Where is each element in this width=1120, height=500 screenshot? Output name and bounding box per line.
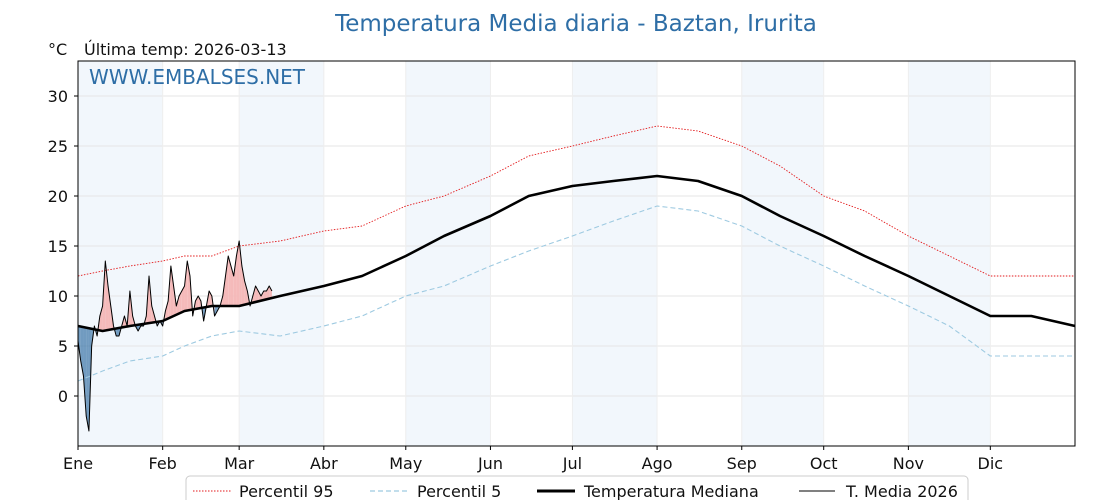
- month-shade-mar: [239, 61, 324, 446]
- anomaly-above-39: [181, 286, 185, 313]
- anomaly-below-4: [86, 327, 89, 431]
- anomaly-above-11: [105, 261, 109, 331]
- month-shading: [78, 61, 991, 446]
- legend-label-p5: Percentil 5: [417, 482, 501, 500]
- anomaly-above-45: [198, 296, 201, 309]
- x-tick-label-may: May: [389, 454, 422, 473]
- anomaly-above-40: [184, 261, 188, 311]
- x-axis: Ene Feb Mar Abr May Jun Jul Ago Sep Oct Nov Dic: [63, 446, 1003, 473]
- month-shade-sep: [741, 61, 824, 446]
- anomaly-above-55: [225, 256, 229, 306]
- anomaly-above-9: [99, 306, 103, 331]
- last-temp-label: Última temp: 2026-03-13: [84, 40, 287, 59]
- y-tick-label-20: 20: [48, 187, 68, 206]
- y-tick-label-25: 25: [48, 137, 68, 156]
- anomaly-above-37: [176, 296, 180, 315]
- anomaly-above-56: [228, 256, 231, 306]
- y-tick-label-15: 15: [48, 237, 68, 256]
- legend-label-median: Temperatura Mediana: [583, 482, 759, 500]
- anomaly-above-61: [241, 266, 245, 306]
- x-tick-label-jul: Jul: [562, 454, 582, 473]
- unit-label: °C: [48, 40, 67, 59]
- y-tick-label-10: 10: [48, 287, 68, 306]
- series-p5-line: [77, 205, 1075, 382]
- anomaly-above-62: [244, 281, 248, 305]
- month-shade-ene: [78, 61, 163, 446]
- series-p95-line: [77, 125, 1075, 277]
- anomaly-above-59: [236, 241, 240, 306]
- legend-box: [185, 475, 969, 500]
- y-tick-label-0: 0: [58, 387, 68, 406]
- watermark: WWW.EMBALSES.NET: [89, 65, 306, 89]
- anomaly-above-57: [230, 266, 234, 306]
- anomaly-below-1: [78, 326, 81, 361]
- x-tick-label-feb: Feb: [149, 454, 177, 473]
- month-shade-jul: [572, 61, 658, 446]
- legend-label-p95: Percentil 95: [239, 482, 334, 500]
- month-shade-may: [405, 61, 491, 446]
- anomaly-above-35: [170, 266, 174, 318]
- anomaly-above-58: [233, 256, 237, 306]
- legend: Percentil 95 Percentil 5 Temperatura Med…: [185, 475, 969, 500]
- anomaly-below-51: [214, 306, 218, 316]
- anomaly-above-67: [258, 291, 262, 302]
- chart-title: Temperatura Media diaria - Baztan, Iruri…: [334, 11, 817, 37]
- anomaly-above-38: [179, 291, 182, 314]
- series-current-line: [77, 240, 273, 432]
- y-axis: 0 5 10 15 20 25 30: [48, 87, 78, 406]
- anomaly-above-33: [165, 301, 169, 320]
- anomaly-below-15: [116, 328, 119, 336]
- anomaly-above-68: [261, 291, 264, 301]
- plot-frame: [77, 60, 1076, 447]
- anomaly-above-71: [269, 286, 272, 299]
- anomaly-above-70: [266, 286, 270, 300]
- anomaly-below-3: [83, 327, 87, 416]
- anomaly-above-69: [263, 291, 267, 300]
- anomaly-above-60: [239, 241, 242, 306]
- x-tick-label-sep: Sep: [727, 454, 757, 473]
- x-tick-label-jun: Jun: [477, 454, 503, 473]
- anomaly-above-44: [195, 296, 199, 309]
- anomaly-above-12: [108, 286, 111, 330]
- legend-label-current: T. Media 2026: [845, 482, 958, 500]
- x-tick-label-ago: Ago: [642, 454, 673, 473]
- x-tick-label-ene: Ene: [63, 454, 93, 473]
- x-tick-label-oct: Oct: [810, 454, 838, 473]
- series-lines: [77, 125, 1076, 432]
- y-tick-label-30: 30: [48, 87, 68, 106]
- x-tick-label-dic: Dic: [978, 454, 1004, 473]
- x-tick-label-abr: Abr: [310, 454, 338, 473]
- y-tick-label-5: 5: [58, 337, 68, 356]
- x-tick-label-mar: Mar: [224, 454, 255, 473]
- month-shade-nov: [908, 61, 991, 446]
- x-tick-label-nov: Nov: [893, 454, 924, 473]
